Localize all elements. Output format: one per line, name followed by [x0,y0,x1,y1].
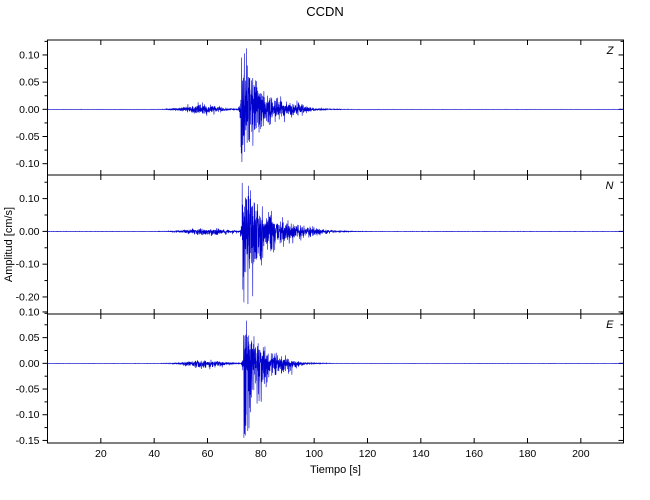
svg-text:-0.10: -0.10 [16,259,40,271]
svg-text:E: E [606,319,614,331]
svg-text:-0.15: -0.15 [16,435,40,447]
svg-text:Tiempo [s]: Tiempo [s] [310,464,361,476]
svg-text:140: 140 [412,448,430,460]
svg-text:-0.10: -0.10 [16,409,40,421]
svg-text:-0.20: -0.20 [16,291,40,303]
svg-text:0.10: 0.10 [19,49,40,61]
svg-text:60: 60 [202,448,214,460]
svg-text:40: 40 [148,448,160,460]
svg-text:-0.05: -0.05 [16,384,40,396]
svg-text:180: 180 [519,448,537,460]
svg-text:N: N [606,180,614,192]
svg-text:100: 100 [305,448,323,460]
svg-text:-0.05: -0.05 [16,131,40,143]
svg-text:0.00: 0.00 [19,104,40,116]
svg-text:0.00: 0.00 [19,226,40,238]
svg-text:0.00: 0.00 [19,358,40,370]
svg-text:0.05: 0.05 [19,332,40,344]
svg-text:80: 80 [255,448,267,460]
svg-text:160: 160 [465,448,483,460]
svg-text:0.10: 0.10 [19,193,40,205]
svg-text:0.10: 0.10 [19,306,40,318]
svg-text:0.05: 0.05 [19,77,40,89]
svg-text:CCDN: CCDN [306,4,344,19]
svg-text:Amplitud [cm/s]: Amplitud [cm/s] [3,207,15,282]
svg-text:120: 120 [359,448,377,460]
svg-text:20: 20 [95,448,107,460]
svg-text:200: 200 [572,448,590,460]
svg-text:Z: Z [606,45,615,57]
svg-text:-0.10: -0.10 [16,158,40,170]
